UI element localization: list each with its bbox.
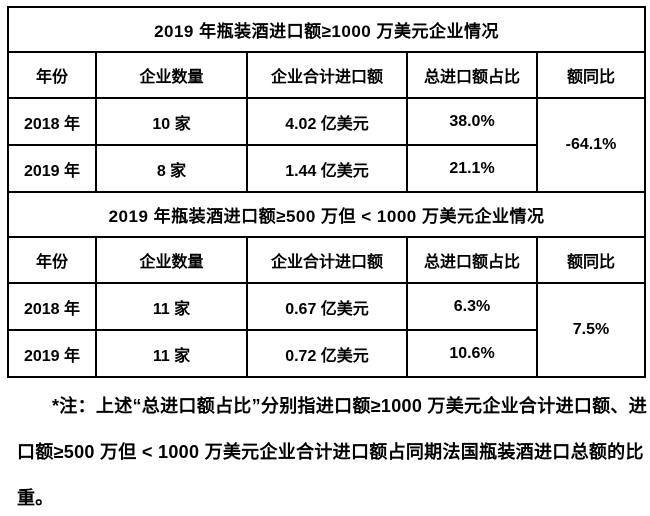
header-yoy: 额同比 <box>535 51 647 99</box>
section1-header-row: 年份 企业数量 企业合计进口额 总进口额占比 额同比 <box>7 51 647 99</box>
footnote-line-3: 重。 <box>17 488 54 508</box>
year-cell: 2019 年 <box>7 329 97 378</box>
footnote: *注：上述“总进口额占比”分别指进口额≥1000 万美元企业合计进口额、进 口额… <box>7 383 648 516</box>
section1-row-2019: 2019 年 8 家 1.44 亿美元 21.1% <box>7 144 645 193</box>
section2-header-row: 年份 企业数量 企业合计进口额 总进口额占比 额同比 <box>7 236 647 284</box>
year-cell: 2018 年 <box>7 97 97 146</box>
import-share-cell: 21.1% <box>406 144 538 193</box>
total-import-cell: 0.72 亿美元 <box>246 329 408 378</box>
section2-title: 2019 年瓶装酒进口额≥500 万但 < 1000 万美元企业情况 <box>6 191 647 238</box>
year-cell: 2019 年 <box>7 144 97 193</box>
import-share-cell: 38.0% <box>406 97 538 146</box>
section2-title-row: 2019 年瓶装酒进口额≥500 万但 < 1000 万美元企业情况 <box>6 191 647 238</box>
header-company-count: 企业数量 <box>95 51 248 99</box>
import-share-cell: 10.6% <box>406 329 538 378</box>
total-import-cell: 0.67 亿美元 <box>246 282 408 331</box>
company-count-cell: 11 家 <box>95 282 248 331</box>
import-data-table: 2019 年瓶装酒进口额≥1000 万美元企业情况 年份 企业数量 企业合计进口… <box>6 6 647 378</box>
header-year: 年份 <box>7 51 97 99</box>
year-cell: 2018 年 <box>7 282 97 331</box>
footnote-line-2: 口额≥500 万但 < 1000 万美元企业合计进口额占同期法国瓶装酒进口总额的… <box>17 442 644 462</box>
company-count-cell: 11 家 <box>95 329 248 378</box>
header-total-import: 企业合计进口额 <box>246 236 408 284</box>
header-import-share: 总进口额占比 <box>406 51 538 99</box>
section1-title-row: 2019 年瓶装酒进口额≥1000 万美元企业情况 <box>6 6 647 53</box>
company-count-cell: 10 家 <box>95 97 248 146</box>
footnote-line-1: *注：上述“总进口额占比”分别指进口额≥1000 万美元企业合计进口额、进 <box>52 396 648 416</box>
section2-row-2018: 2018 年 11 家 0.67 亿美元 6.3% 7.5% <box>7 282 647 378</box>
header-company-count: 企业数量 <box>95 236 248 284</box>
company-count-cell: 8 家 <box>95 144 248 193</box>
section2-yoy-cell: 7.5% <box>535 282 647 378</box>
header-import-share: 总进口额占比 <box>406 236 538 284</box>
total-import-cell: 4.02 亿美元 <box>246 97 408 146</box>
section1-row-2018: 2018 年 10 家 4.02 亿美元 38.0% -64.1% <box>7 97 647 193</box>
header-year: 年份 <box>7 236 97 284</box>
section1-yoy-cell: -64.1% <box>535 97 647 193</box>
total-import-cell: 1.44 亿美元 <box>246 144 408 193</box>
section2-row-2019: 2019 年 11 家 0.72 亿美元 10.6% <box>7 329 645 378</box>
header-total-import: 企业合计进口额 <box>246 51 408 99</box>
section1-title: 2019 年瓶装酒进口额≥1000 万美元企业情况 <box>6 6 647 53</box>
header-yoy: 额同比 <box>535 236 647 284</box>
import-share-cell: 6.3% <box>406 282 538 331</box>
